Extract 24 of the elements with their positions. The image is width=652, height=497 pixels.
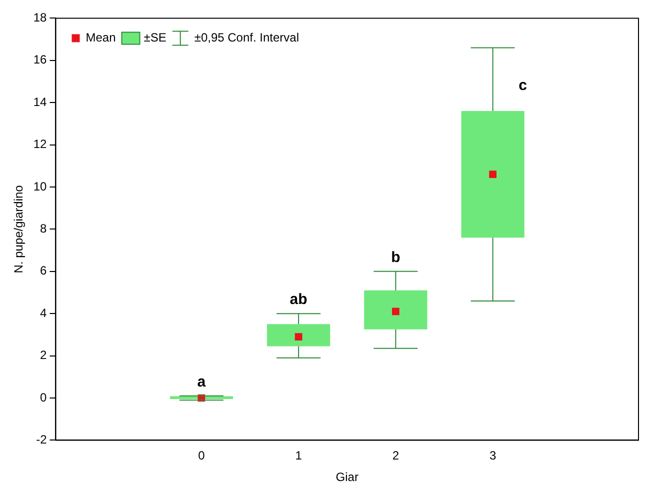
annotation: c	[518, 76, 527, 94]
legend-label: Mean	[86, 30, 116, 45]
y-tick-label: 18	[33, 10, 48, 25]
legend-label: ±SE	[144, 30, 166, 45]
y-tick-label: 6	[40, 264, 48, 278]
y-tick-label: -2	[36, 432, 48, 447]
y-tick-label: 8	[40, 222, 48, 236]
annotation: a	[197, 374, 206, 391]
x-tick-label: 2	[392, 448, 400, 463]
x-tick-label: 1	[295, 448, 302, 463]
annotation: b	[391, 249, 400, 266]
x-tick-label: 3	[489, 448, 496, 463]
y-tick-label: 2	[40, 348, 48, 362]
x-axis-title: Giar	[336, 470, 358, 484]
annotation: ab	[290, 291, 308, 308]
y-axis-title: N. pupe/giardino	[12, 184, 26, 274]
y-tick-label: 10	[33, 179, 48, 194]
y-tick-label: 4	[40, 306, 48, 320]
x-tick-label: 0	[198, 448, 206, 463]
y-tick-label: 14	[33, 94, 48, 109]
y-tick-label: 0	[40, 390, 48, 404]
y-tick-label: 16	[33, 52, 48, 67]
annotation: ±0,95 Conf. Interval	[194, 30, 300, 45]
y-tick-label: 12	[33, 137, 48, 152]
